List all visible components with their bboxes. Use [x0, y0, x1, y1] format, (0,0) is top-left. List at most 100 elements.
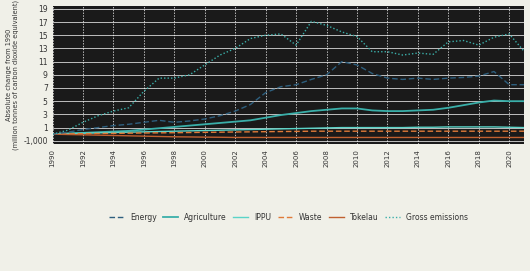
Waste — [65, 132, 71, 136]
Agriculture — [80, 131, 86, 134]
IPPU — [126, 131, 132, 134]
Energy — [232, 109, 238, 113]
Agriculture — [65, 132, 71, 135]
Agriculture — [156, 127, 162, 130]
Agriculture — [217, 121, 223, 125]
Waste — [110, 132, 117, 135]
Gross emissions — [248, 37, 254, 40]
Waste — [217, 131, 223, 134]
Tokelau — [461, 136, 467, 139]
Agriculture — [384, 109, 391, 113]
Tokelau — [262, 136, 269, 139]
Energy — [430, 78, 436, 81]
Tokelau — [323, 136, 330, 139]
Agriculture — [248, 119, 254, 122]
Energy — [414, 76, 421, 80]
Energy — [217, 114, 223, 117]
Tokelau — [430, 136, 436, 139]
Tokelau — [248, 136, 254, 139]
Gross emissions — [475, 44, 482, 47]
Agriculture — [171, 125, 178, 128]
Waste — [384, 130, 391, 133]
Agriculture — [110, 130, 117, 133]
Gross emissions — [126, 106, 132, 109]
Waste — [248, 130, 254, 134]
Agriculture — [369, 109, 375, 112]
Agriculture — [187, 124, 193, 127]
Energy — [445, 76, 452, 80]
Gross emissions — [49, 133, 56, 136]
Energy — [95, 126, 101, 129]
Y-axis label: Absolute change from 1990
(million tonnes of carbon dioxide equivalent): Absolute change from 1990 (million tonne… — [5, 0, 19, 150]
Waste — [232, 130, 238, 134]
Energy — [278, 85, 284, 88]
Tokelau — [232, 136, 238, 139]
Gross emissions — [217, 53, 223, 57]
Gross emissions — [369, 50, 375, 53]
IPPU — [171, 130, 178, 133]
Legend: Energy, Agriculture, IPPU, Waste, Tokelau, Gross emissions: Energy, Agriculture, IPPU, Waste, Tokela… — [107, 211, 470, 223]
Tokelau — [506, 136, 513, 139]
Agriculture — [354, 107, 360, 110]
Gross emissions — [445, 40, 452, 43]
Energy — [65, 131, 71, 134]
Energy — [293, 83, 299, 86]
Tokelau — [217, 136, 223, 139]
IPPU — [323, 126, 330, 130]
Line: Gross emissions: Gross emissions — [52, 21, 525, 134]
IPPU — [278, 127, 284, 131]
IPPU — [308, 127, 314, 130]
IPPU — [339, 126, 345, 129]
Agriculture — [49, 133, 56, 136]
Waste — [369, 130, 375, 133]
Energy — [354, 63, 360, 67]
Energy — [248, 103, 254, 106]
IPPU — [293, 127, 299, 130]
Agriculture — [95, 131, 101, 134]
Agriculture — [400, 109, 406, 113]
Waste — [430, 130, 436, 133]
Tokelau — [126, 134, 132, 137]
Agriculture — [293, 111, 299, 115]
Gross emissions — [491, 36, 497, 39]
Energy — [141, 121, 147, 124]
Energy — [49, 133, 56, 136]
Line: Waste: Waste — [52, 131, 525, 134]
Waste — [339, 130, 345, 133]
IPPU — [187, 129, 193, 133]
Agriculture — [445, 106, 452, 109]
Tokelau — [369, 136, 375, 139]
Line: IPPU: IPPU — [52, 127, 525, 134]
Energy — [126, 123, 132, 126]
Agriculture — [278, 114, 284, 117]
Agriculture — [414, 109, 421, 112]
Tokelau — [171, 135, 178, 138]
Agriculture — [262, 116, 269, 119]
Energy — [369, 72, 375, 75]
Gross emissions — [65, 128, 71, 132]
Gross emissions — [400, 53, 406, 57]
Agriculture — [430, 108, 436, 111]
Energy — [262, 91, 269, 94]
IPPU — [232, 128, 238, 131]
IPPU — [369, 126, 375, 129]
Gross emissions — [339, 30, 345, 34]
Gross emissions — [156, 76, 162, 80]
Tokelau — [65, 133, 71, 136]
Waste — [400, 130, 406, 133]
Waste — [49, 133, 56, 136]
IPPU — [491, 125, 497, 128]
IPPU — [65, 132, 71, 135]
Waste — [126, 131, 132, 135]
Agriculture — [201, 123, 208, 126]
Tokelau — [384, 136, 391, 139]
IPPU — [110, 131, 117, 134]
Waste — [308, 130, 314, 133]
Gross emissions — [308, 20, 314, 23]
IPPU — [430, 126, 436, 129]
Waste — [293, 130, 299, 133]
IPPU — [384, 126, 391, 129]
Energy — [461, 76, 467, 79]
Tokelau — [187, 135, 193, 138]
Gross emissions — [354, 35, 360, 38]
